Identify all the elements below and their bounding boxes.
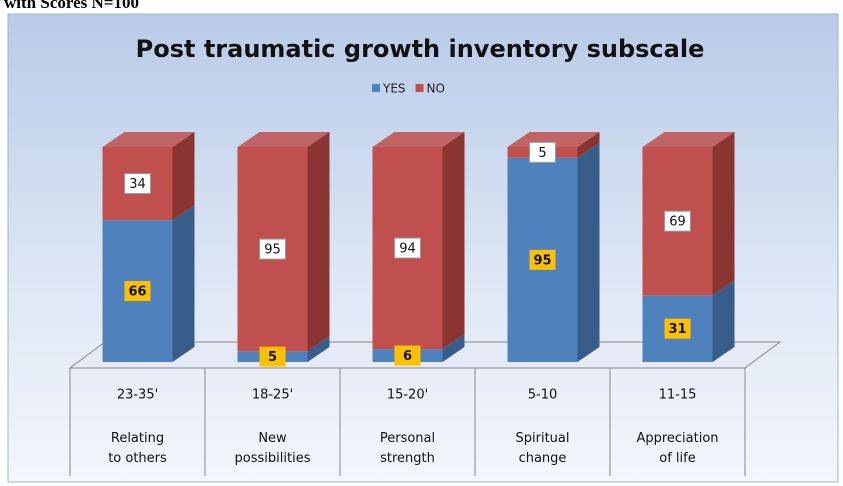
label-box	[259, 346, 286, 367]
label-box	[394, 345, 421, 366]
bar-side	[577, 132, 600, 158]
bar-side	[577, 142, 600, 362]
bar-side	[307, 132, 330, 352]
label-line: possibilities	[235, 451, 311, 466]
data-label: 66	[128, 285, 146, 300]
label-box	[394, 237, 421, 259]
x-tick-label: 5-10	[528, 388, 558, 403]
bar-side	[442, 334, 465, 362]
bar-side	[712, 132, 735, 296]
bar-side	[172, 132, 195, 221]
data-label: 34	[129, 177, 146, 192]
label-line: to others	[108, 451, 167, 466]
data-label: 31	[668, 322, 686, 337]
caption: with Scores N=100	[4, 0, 139, 12]
data-label: 5	[268, 350, 277, 365]
bar-top	[642, 132, 735, 147]
chart-title: Post traumatic growth inventory subscale	[136, 35, 705, 63]
x-tick-label: 18-25'	[252, 388, 293, 403]
x-tick-label: Relating to others	[108, 431, 167, 466]
x-tick-label: 23-35'	[117, 388, 158, 403]
label-line: Appreciation	[636, 431, 718, 446]
bar-side	[307, 336, 330, 362]
label-line: Relating	[111, 431, 164, 446]
label-line: Personal	[380, 431, 435, 446]
label-box	[664, 318, 691, 339]
data-label: 95	[533, 253, 551, 268]
label-box	[664, 210, 691, 232]
x-tick-label: Personal strength	[380, 431, 435, 466]
label-line: change	[519, 451, 567, 466]
data-label: 94	[399, 242, 416, 257]
bar-top	[237, 132, 330, 147]
bar-side	[712, 280, 735, 362]
bar-segment	[507, 142, 600, 362]
data-label: 69	[669, 215, 686, 230]
bar-segment	[372, 132, 465, 350]
legend-label: NO	[427, 82, 445, 96]
legend-swatch	[372, 84, 380, 92]
bar-top	[102, 132, 195, 147]
label-line: strength	[380, 451, 435, 466]
label-box	[529, 249, 556, 270]
bar-segment	[237, 132, 330, 352]
legend-swatch	[415, 84, 424, 92]
x-tick-label: Appreciation of life	[636, 431, 718, 466]
bar-top	[372, 132, 465, 147]
x-tick-label: Spiritual change	[516, 431, 570, 466]
x-tick-label: New possibilities	[235, 431, 311, 466]
label-box	[124, 281, 151, 302]
x-tick-label: 15-20'	[387, 388, 428, 403]
data-label: 5	[538, 146, 546, 161]
label-box	[259, 238, 286, 260]
label-line: of life	[659, 451, 695, 466]
legend-label: YES	[382, 82, 406, 96]
bar-side	[172, 205, 195, 362]
label-box	[124, 173, 151, 195]
bar-side	[442, 132, 465, 350]
label-box	[529, 141, 556, 163]
label-line: New	[258, 431, 287, 446]
data-label: 95	[264, 243, 281, 258]
data-label: 6	[403, 349, 412, 364]
x-tick-label: 11-15	[659, 388, 697, 403]
label-line: Spiritual	[516, 431, 570, 446]
